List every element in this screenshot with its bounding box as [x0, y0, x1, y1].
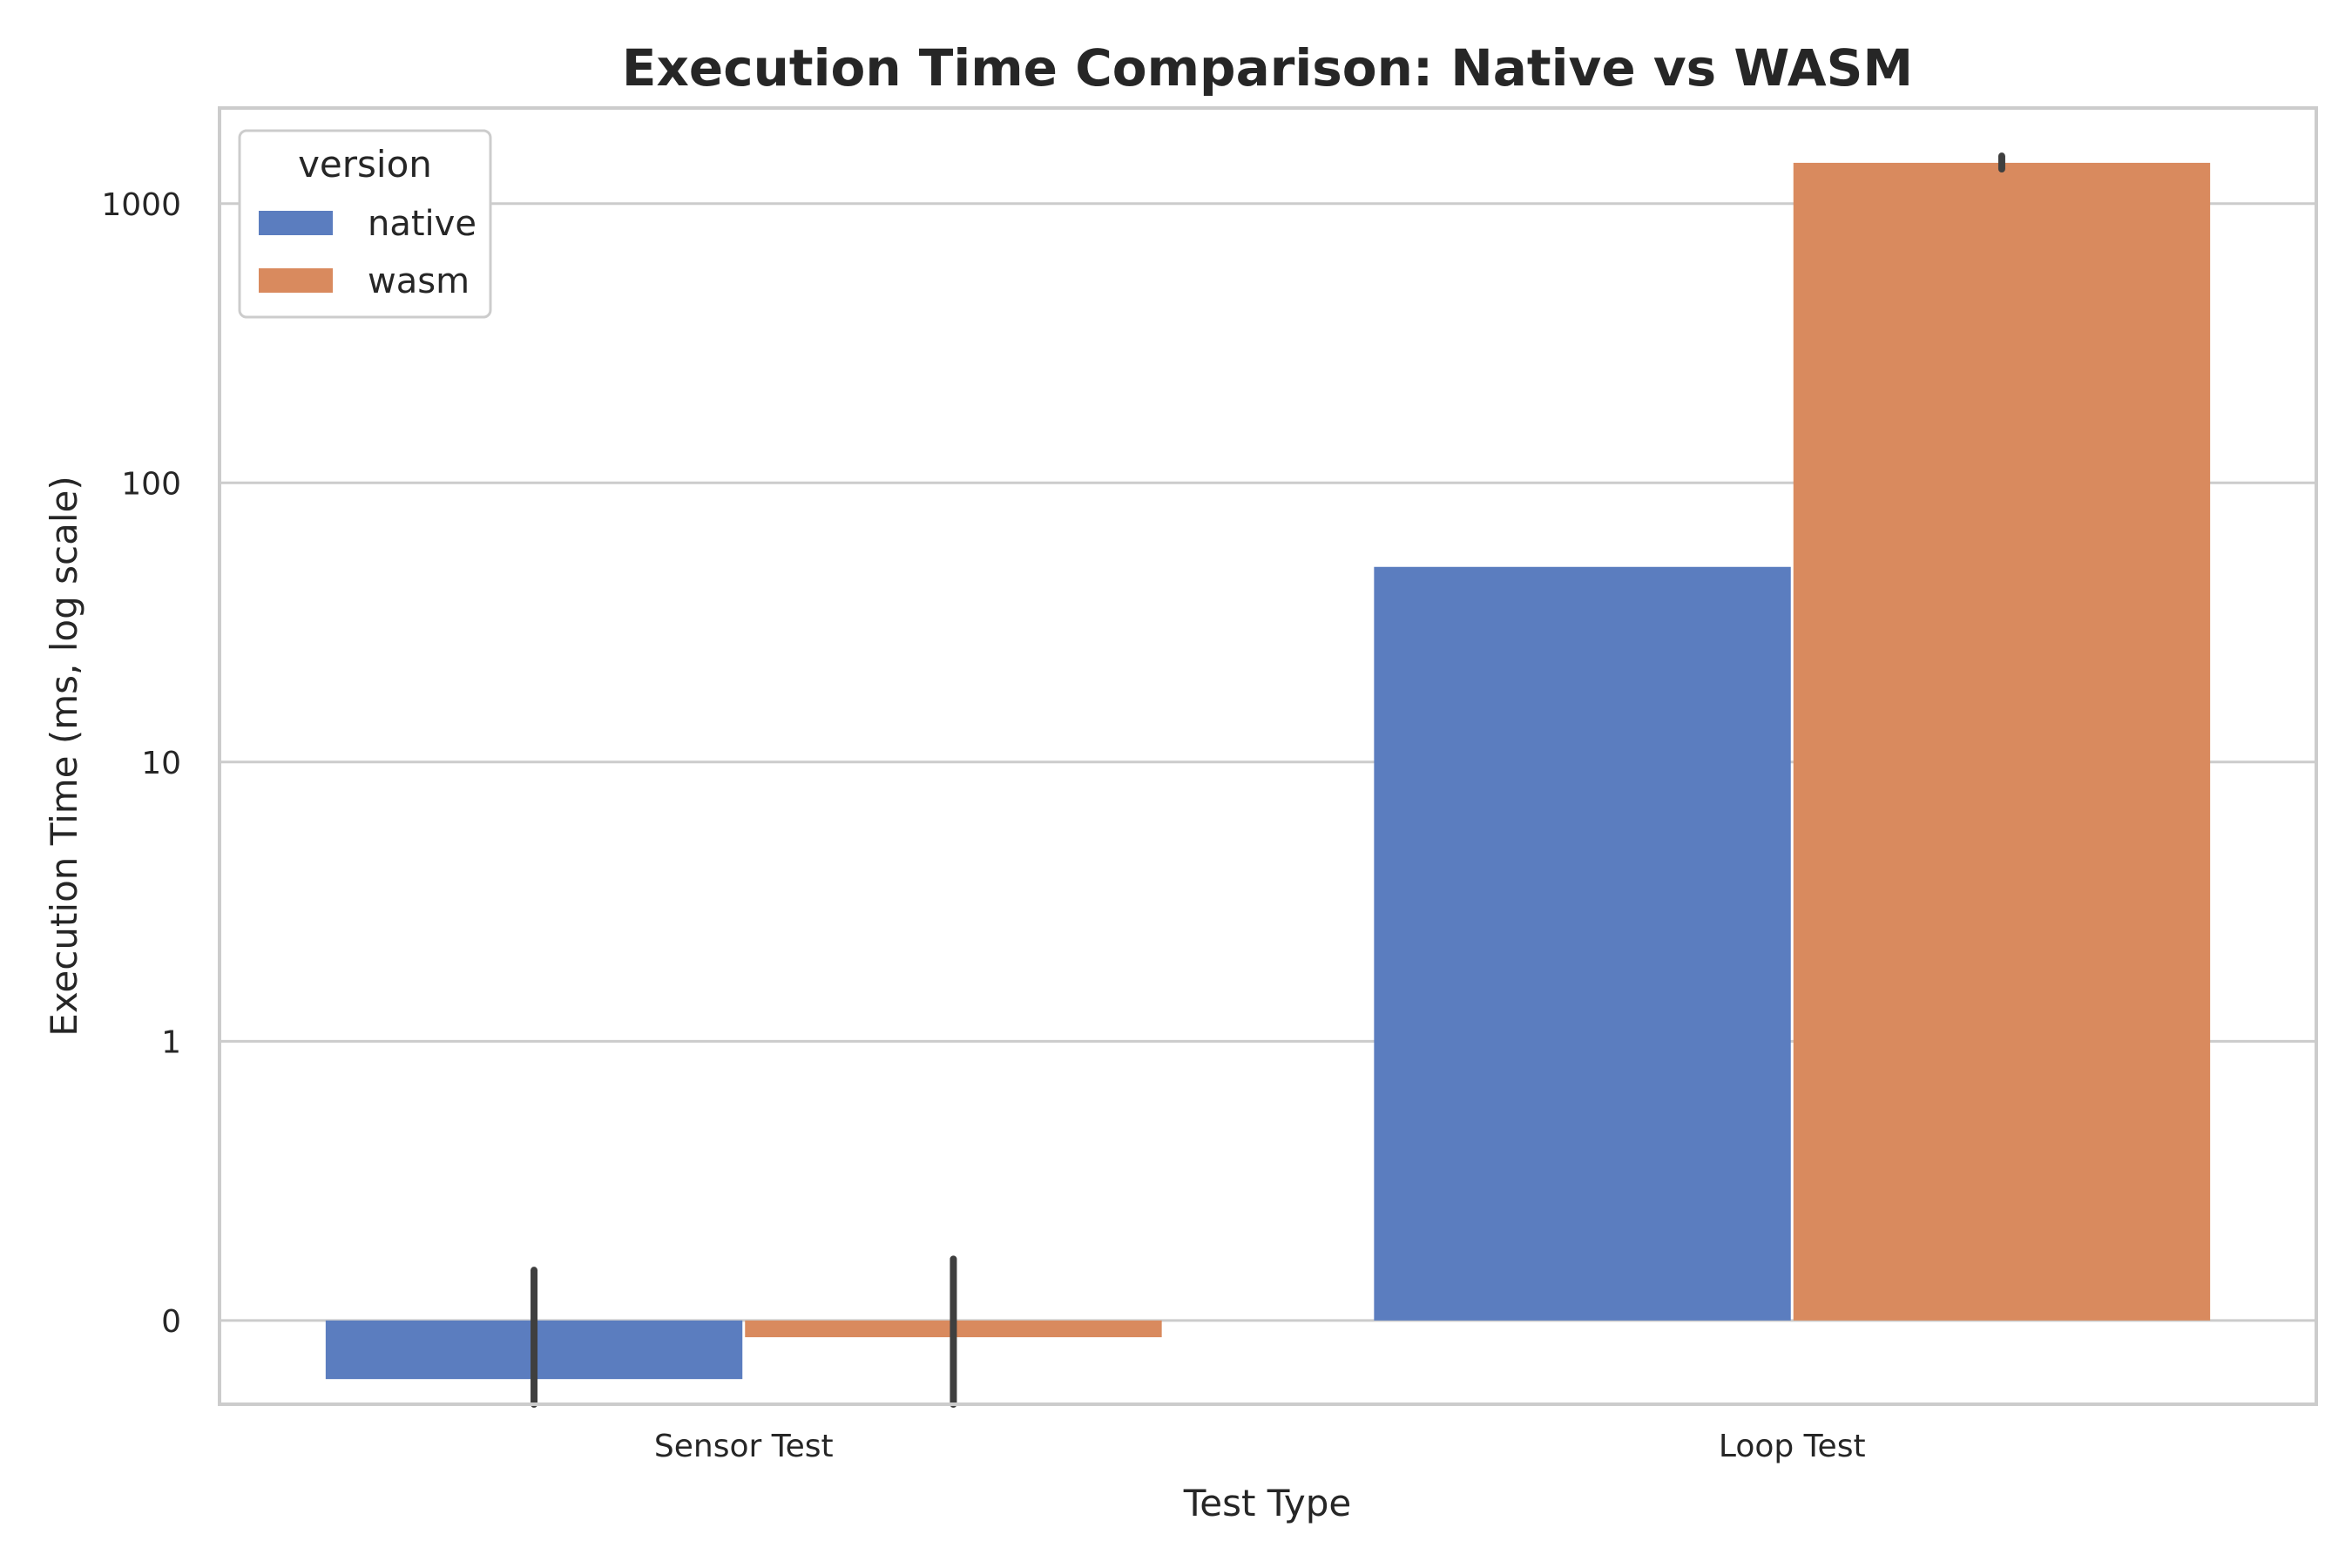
y-tick-label: 10: [141, 746, 181, 781]
y-axis-label: Execution Time (ms, log scale): [43, 476, 85, 1036]
y-axis-ticks: 0 1 10 100 1000: [101, 187, 181, 1340]
legend-swatch-wasm: [259, 268, 333, 293]
bar-wasm: [1793, 162, 2211, 1321]
x-tick-label: Loop Test: [1719, 1429, 1866, 1464]
x-axis-label: Test Type: [1183, 1482, 1352, 1524]
y-tick-label: 1: [161, 1024, 181, 1060]
bar-native: [1374, 566, 1791, 1321]
plot-frame: [218, 106, 2318, 1406]
chart-title: Execution Time Comparison: Native vs WAS…: [622, 38, 1913, 98]
y-tick-label: 0: [161, 1304, 181, 1340]
legend-label-native: native: [368, 204, 476, 244]
legend: version native wasm: [238, 129, 492, 319]
y-tick-label: 100: [121, 466, 181, 502]
legend-swatch-native: [259, 211, 333, 235]
x-axis-ticks: Sensor Test Loop Test: [654, 1429, 1866, 1464]
legend-title: version: [298, 143, 432, 186]
legend-label-wasm: wasm: [368, 261, 470, 301]
error-bars: [531, 152, 2005, 1408]
y-tick-label: 1000: [101, 187, 181, 223]
x-tick-label: Sensor Test: [654, 1429, 834, 1464]
bars: [325, 162, 2211, 1380]
